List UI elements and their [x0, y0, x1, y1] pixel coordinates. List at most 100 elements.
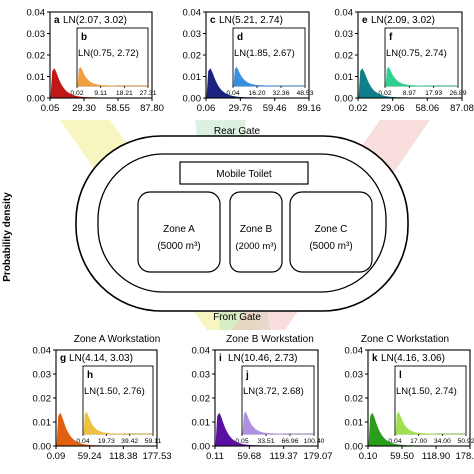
inset-x-tick-label: 26.89	[449, 90, 466, 97]
inset-curve-b	[77, 66, 148, 87]
mobile-toilet-label: Mobile Toilet	[216, 169, 272, 180]
panel-letter-i: i	[219, 353, 222, 364]
panel-letter-a: a	[54, 15, 60, 26]
inset-x-tick-label: 32.36	[272, 90, 289, 97]
y-tick-label: 0.00	[183, 94, 202, 105]
plot-frame-g	[55, 349, 158, 447]
x-tick-label: 179.07	[303, 451, 332, 462]
distribution-label-c: LN(5.21, 2.74)	[219, 15, 283, 26]
distribution-label-e: LN(2.09, 3.02)	[371, 15, 435, 26]
y-tick-label: 0.02	[27, 51, 46, 62]
y-tick-label: 0.01	[183, 72, 202, 83]
y-tick-label: 0.02	[345, 394, 364, 405]
y-tick-label: 0.04	[345, 346, 364, 357]
inset-curve-j	[242, 411, 314, 435]
zone-b-name: Zone B	[240, 224, 273, 235]
inset-x-tick-label: 33.51	[257, 438, 274, 445]
distribution-plots: 0.04 0.03 0.02 0.01 0.00 a LN(2.07, 3.02) 0.05 2…	[27, 8, 474, 463]
inset-x-tick-label: 17.93	[425, 90, 442, 97]
zone-c-name: Zone C	[315, 224, 348, 235]
inset-frame-h	[82, 365, 154, 435]
plot-frame-c	[205, 11, 310, 99]
plot-frame-i	[214, 349, 319, 447]
x-tick-label: 59.46	[263, 103, 287, 114]
rear-gate-label: Rear Gate	[214, 126, 261, 137]
x-tick-label: 59.68	[237, 451, 261, 462]
x-tick-label: 29.06	[381, 103, 405, 114]
panel-letter-k: k	[372, 353, 378, 364]
distribution-label-a: LN(2.07, 3.02)	[63, 15, 127, 26]
y-tick-label: 0.01	[345, 418, 364, 429]
inset-x-tick-label: 0.04	[76, 438, 89, 445]
y-tick-label: 0.01	[27, 72, 46, 83]
inset-x-tick-label: 34.00	[434, 438, 451, 445]
y-tick-label: 0.01	[192, 418, 211, 429]
zone-b-volume: (2000 m³)	[235, 241, 276, 252]
x-tick-label: 118.90	[422, 451, 450, 462]
distribution-label-b: LN(0.75, 2.72)	[78, 48, 139, 59]
y-tick-label: 0.03	[33, 370, 52, 381]
zone-b-workstation-label: Zone B Workstation	[226, 334, 314, 345]
zone-c-box	[289, 191, 373, 273]
panel-letter-c: c	[210, 15, 216, 26]
y-tick-label: 0.03	[27, 29, 46, 40]
panel-letter-b: b	[81, 32, 87, 43]
x-tick-label: 119.37	[269, 451, 297, 462]
inset-frame-d	[232, 27, 306, 87]
y-tick-label: 0.04	[183, 8, 202, 19]
inset-curve-d	[233, 66, 305, 87]
inset-x-tick-label: 59.11	[145, 438, 162, 445]
distribution-label-k: LN(4.16, 3.06)	[381, 353, 445, 364]
inset-frame-f	[384, 27, 459, 87]
x-tick-label: 29.76	[228, 103, 252, 114]
x-tick-label: 177.53	[142, 451, 171, 462]
y-tick-label: 0.00	[33, 442, 52, 453]
zone-a-volume: (5000 m³)	[157, 241, 200, 252]
inset-x-tick-label: 8.97	[403, 90, 416, 97]
x-tick-label: 0.06	[197, 103, 216, 114]
y-tick-label: 0.02	[335, 51, 354, 62]
zone-a-workstation-label: Zone A Workstation	[74, 334, 161, 345]
panel-letter-j: j	[245, 370, 249, 381]
distribution-label-i: LN(10.46, 2.73)	[228, 353, 298, 364]
inset-x-tick-label: 17.00	[410, 438, 427, 445]
distribution-label-h: LN(1.50, 2.76)	[84, 386, 145, 397]
x-tick-label: 87.80	[140, 103, 164, 114]
inset-frame-j	[241, 365, 315, 435]
panel-letter-l: l	[399, 370, 402, 381]
inset-x-tick-label: 0.02	[70, 90, 83, 97]
plot-g: 0.04 0.03 0.02 0.01 0.00 g LN(4.14, 3.03) 0.09 5…	[33, 346, 172, 463]
inset-x-tick-label: 9.11	[94, 90, 107, 97]
y-tick-label: 0.00	[192, 442, 211, 453]
distribution-label-l: LN(1.50, 2.74)	[396, 386, 457, 397]
inset-frame-l	[394, 365, 467, 435]
inset-x-tick-label: 0.04	[388, 438, 401, 445]
x-tick-label: 0.09	[47, 451, 66, 462]
zone-b-box	[229, 191, 283, 273]
inset-x-tick-label: 0.04	[226, 90, 239, 97]
inset-frame-b	[76, 27, 149, 87]
y-tick-label: 0.02	[33, 394, 52, 405]
inset-x-tick-label: 0.05	[235, 438, 248, 445]
inset-x-tick-label: 16.20	[248, 90, 265, 97]
y-tick-label: 0.03	[335, 29, 354, 40]
y-tick-label: 0.03	[192, 370, 211, 381]
x-tick-label: 58.06	[415, 103, 439, 114]
mobile-toilet-box	[179, 161, 309, 185]
distribution-label-j: LN(3.72, 2.68)	[243, 386, 304, 397]
inset-x-tick-label: 100.40	[304, 438, 325, 445]
zone-c-workstation-label: Zone C Workstation	[361, 334, 449, 345]
y-tick-label: 0.02	[192, 394, 211, 405]
panel-letter-h: h	[87, 370, 93, 381]
distribution-label-d: LN(1.85, 2.67)	[234, 48, 295, 59]
x-tick-label: 59.50	[390, 451, 414, 462]
x-tick-label: 59.24	[78, 451, 102, 462]
panel-letter-e: e	[362, 15, 368, 26]
panel-letter-g: g	[60, 353, 66, 364]
y-tick-label: 0.04	[335, 8, 354, 19]
y-tick-label: 0.01	[335, 72, 354, 83]
y-tick-label: 0.03	[345, 370, 364, 381]
inset-curve-l	[395, 411, 466, 435]
inset-x-tick-label: 66.96	[281, 438, 298, 445]
inset-x-tick-label: 50.92	[457, 438, 474, 445]
